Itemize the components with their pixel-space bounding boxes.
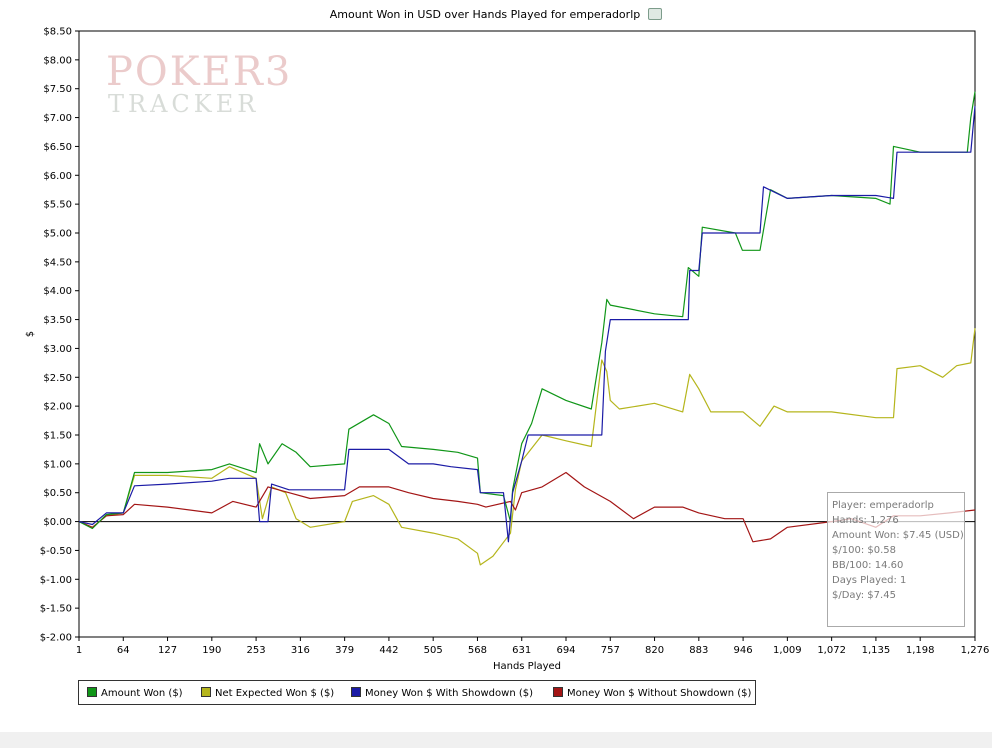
tooltip-per-day: $/Day: $7.45	[832, 590, 896, 601]
tooltip-per-100: $/100: $0.58	[832, 545, 896, 556]
y-tick-label: $2.00	[43, 402, 72, 413]
y-tick-label: $0.00	[43, 517, 72, 528]
x-tick-label: 316	[291, 645, 310, 656]
player-stats-tooltip: Player: emperadorlp Hands: 1,276 Amount …	[827, 492, 965, 627]
x-tick-label: 253	[247, 645, 266, 656]
y-tick-label: $1.00	[43, 459, 72, 470]
y-tick-label: $-0.50	[40, 546, 72, 557]
pokertracker-watermark: POKER3 TRACKER	[106, 52, 292, 116]
x-tick-label: 127	[158, 645, 177, 656]
x-tick-label: 1,276	[961, 645, 990, 656]
y-tick-label: $-1.50	[40, 604, 72, 615]
x-tick-label: 883	[689, 645, 708, 656]
legend-label: Money Won $ Without Showdown ($)	[567, 688, 752, 699]
x-tick-label: 379	[335, 645, 354, 656]
x-tick-label: 694	[556, 645, 575, 656]
tooltip-player: Player: emperadorlp	[832, 500, 934, 511]
y-tick-label: $5.50	[43, 200, 72, 211]
y-tick-label: $6.50	[43, 142, 72, 153]
y-tick-label: $0.50	[43, 488, 72, 499]
legend-item-won-with-showdown[interactable]: Money Won $ With Showdown ($)	[351, 687, 533, 699]
y-tick-label: $-1.00	[40, 575, 72, 586]
tooltip-days-played: Days Played: 1	[832, 575, 907, 586]
x-tick-label: 1	[76, 645, 82, 656]
chart-title-area: Amount Won in USD over Hands Played for …	[0, 8, 992, 21]
y-tick-label: $7.50	[43, 84, 72, 95]
y-tick-label: $7.00	[43, 113, 72, 124]
x-tick-label: 757	[601, 645, 620, 656]
x-tick-label: 820	[645, 645, 664, 656]
y-tick-label: $3.50	[43, 315, 72, 326]
legend-item-net-expected-won[interactable]: Net Expected Won $ ($)	[201, 687, 334, 699]
y-tick-label: $3.00	[43, 344, 72, 355]
series-line-1	[78, 328, 976, 566]
x-tick-label: 190	[202, 645, 221, 656]
y-tick-label: $6.00	[43, 171, 72, 182]
y-tick-label: $-2.00	[40, 633, 72, 644]
x-tick-label: 631	[512, 645, 531, 656]
legend-swatch-green	[87, 687, 97, 697]
y-tick-label: $8.50	[43, 27, 72, 38]
y-tick-label: $1.50	[43, 431, 72, 442]
y-tick-label: $4.50	[43, 257, 72, 268]
series-line-3	[78, 471, 976, 543]
legend-label: Net Expected Won $ ($)	[215, 688, 335, 699]
legend-swatch-olive	[201, 687, 211, 697]
x-tick-label: 1,135	[862, 645, 891, 656]
amount-won-line-chart: $8.50 $8.00 $7.50 $7.00 $6.50 $6.00 $5.50 $5.00…	[25, 27, 990, 673]
x-tick-label: 946	[734, 645, 753, 656]
x-tick-label: 1,072	[817, 645, 846, 656]
series-line-2	[78, 105, 976, 543]
x-tick-label: 568	[468, 645, 487, 656]
status-bar	[0, 732, 992, 748]
x-tick-label: 505	[424, 645, 443, 656]
legend-swatch-blue	[351, 687, 361, 697]
y-tick-label: $8.00	[43, 55, 72, 66]
legend-item-won-without-showdown[interactable]: Money Won $ Without Showdown ($)	[553, 687, 751, 699]
legend-label: Amount Won ($)	[101, 688, 183, 699]
chart-title: Amount Won in USD over Hands Played for …	[329, 8, 641, 21]
x-tick-label: 442	[379, 645, 398, 656]
y-tick-label: $5.00	[43, 229, 72, 240]
plot-area	[78, 30, 976, 638]
y-tick-label: $4.00	[43, 286, 72, 297]
x-tick-label: 1,198	[906, 645, 935, 656]
tooltip-amount-won: Amount Won: $7.45 (USD)	[832, 530, 964, 541]
y-axis-label: $	[25, 331, 36, 337]
x-tick-label: 64	[117, 645, 130, 656]
poker-tracker-icon	[648, 8, 663, 20]
legend-swatch-red	[553, 687, 563, 697]
watermark-line-2: TRACKER	[108, 90, 260, 118]
x-axis-label: Hands Played	[493, 661, 561, 672]
chart-legend: Amount Won ($) Net Expected Won $ ($) Mo…	[78, 680, 756, 705]
tooltip-hands: Hands: 1,276	[832, 515, 899, 526]
legend-item-amount-won[interactable]: Amount Won ($)	[87, 687, 183, 699]
y-tick-label: $2.50	[43, 373, 72, 384]
legend-label: Money Won $ With Showdown ($)	[365, 688, 534, 699]
watermark-line-1: POKER3	[106, 49, 293, 95]
x-tick-label: 1,009	[773, 645, 802, 656]
tooltip-bb-per-100: BB/100: 14.60	[832, 560, 904, 571]
